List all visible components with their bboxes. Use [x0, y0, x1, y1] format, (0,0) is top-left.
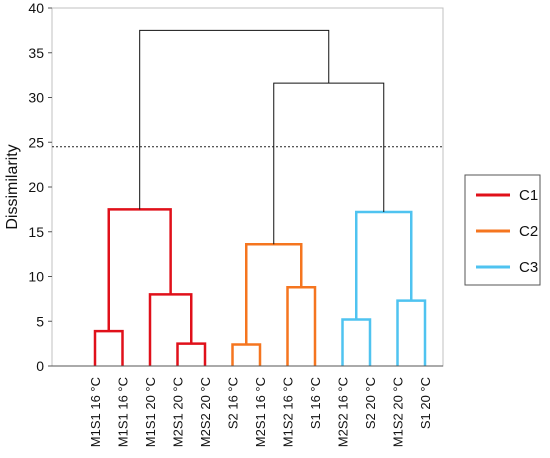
leaf-label: S1 16 °C	[308, 377, 323, 429]
leaf-labels: M1S1 16 °C M1S1 16 °C M1S1 20 °C M2S1 20 °C…	[88, 377, 433, 447]
leaf-label: M2S1 20 °C	[171, 377, 186, 447]
y-tick-label: 10	[28, 269, 44, 285]
leaf-label: M2S1 16 °C	[253, 377, 268, 447]
y-tick-label: 15	[28, 224, 44, 240]
dendrogram-links	[93, 29, 427, 366]
dendrogram-link	[231, 343, 262, 366]
dendrogram-link	[355, 210, 413, 320]
dendrogram-link	[176, 342, 207, 366]
y-axis-label: Dissimilarity	[4, 144, 21, 229]
leaf-label: M1S1 20 °C	[143, 377, 158, 447]
leaf-label: M1S1 16 °C	[116, 377, 131, 447]
dendrogram-link	[396, 299, 427, 366]
y-tick-label: 0	[36, 358, 44, 374]
dendrogram-link	[107, 208, 172, 332]
y-axis: 0 5 10 15 20 25 30 35 40	[28, 0, 52, 374]
leaf-label: S2 20 °C	[363, 377, 378, 429]
y-tick-label: 40	[28, 0, 44, 16]
y-tick-label: 20	[28, 179, 44, 195]
dendrogram-link	[273, 82, 385, 245]
dendrogram-link	[341, 318, 372, 366]
legend-label: C3	[519, 259, 538, 276]
leaf-label: S2 16 °C	[226, 377, 241, 429]
dendrogram-link	[139, 29, 330, 210]
leaf-label: M2S2 20 °C	[198, 377, 213, 447]
y-tick-label: 5	[36, 313, 44, 329]
dendrogram-link	[286, 285, 317, 366]
legend: C1 C2 C3	[464, 174, 541, 286]
leaf-label: M2S2 16 °C	[336, 377, 351, 447]
y-tick-label: 35	[28, 45, 44, 61]
legend-label: C1	[519, 187, 538, 204]
legend-label: C2	[519, 223, 538, 240]
dendrogram-link	[93, 329, 124, 366]
y-tick-label: 30	[28, 90, 44, 106]
leaf-label: M1S1 16 °C	[88, 377, 103, 447]
dendrogram-link	[245, 243, 303, 345]
leaf-label: M1S2 16 °C	[281, 377, 296, 447]
leaf-label: M1S2 20 °C	[391, 377, 406, 447]
leaf-label: S1 20 °C	[418, 377, 433, 429]
dendrogram-link	[148, 293, 193, 366]
y-tick-label: 25	[28, 134, 44, 150]
